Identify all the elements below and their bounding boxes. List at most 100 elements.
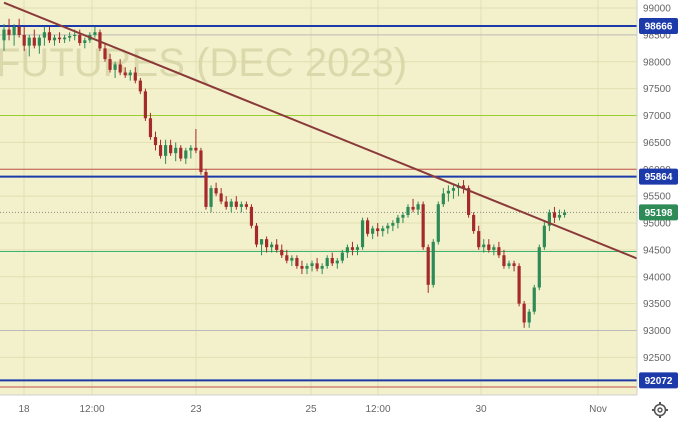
candle	[98, 29, 102, 52]
candle-body	[224, 201, 228, 207]
candle-body	[512, 263, 516, 267]
settings-icon[interactable]	[652, 402, 668, 418]
candle-body	[27, 37, 31, 46]
candle-body	[522, 303, 526, 323]
price-level-tag[interactable]: 95864	[639, 168, 678, 185]
time-tick-label: 12:00	[365, 404, 390, 415]
candle	[487, 239, 491, 253]
candle-body	[169, 145, 173, 154]
candle-body	[229, 201, 233, 207]
candle-body	[7, 29, 11, 35]
candle-body	[138, 80, 142, 92]
candle-body	[446, 190, 450, 194]
candle	[209, 185, 213, 213]
candle	[502, 249, 506, 269]
candle-body	[22, 34, 26, 46]
candle-body	[396, 217, 400, 224]
candle	[477, 225, 481, 250]
candle-body	[98, 32, 102, 49]
candle-body	[391, 223, 395, 226]
candle-body	[249, 206, 254, 226]
price-tick-label: 97500	[643, 84, 671, 95]
candle	[265, 236, 269, 253]
candle	[305, 263, 309, 275]
candle-body	[371, 228, 375, 234]
candle-body	[148, 118, 153, 138]
candle-body	[174, 147, 178, 154]
time-axis[interactable]	[0, 395, 637, 422]
candle	[108, 53, 112, 73]
candle-body	[305, 266, 309, 269]
price-level-tag[interactable]: 98666	[639, 18, 678, 35]
candle-body	[360, 220, 365, 248]
candle-body	[17, 26, 21, 35]
candle-body	[123, 72, 127, 76]
trendline[interactable]	[3, 1, 680, 285]
candle	[12, 24, 16, 46]
candle	[148, 112, 153, 140]
candle	[295, 255, 299, 269]
candle-body	[194, 147, 198, 151]
candle	[204, 169, 208, 210]
candle-body	[63, 37, 67, 40]
time-tick-label: 25	[305, 404, 317, 415]
candle	[189, 145, 193, 159]
candle	[2, 24, 6, 52]
candle-body	[275, 244, 279, 250]
candle-body	[355, 247, 360, 250]
price-level-tag-text: 92072	[645, 376, 673, 387]
candle	[57, 32, 62, 43]
candle	[103, 42, 107, 62]
candle	[158, 139, 163, 159]
candle	[164, 139, 168, 164]
price-level-tag[interactable]: 92072	[639, 372, 678, 389]
candle-body	[47, 32, 52, 41]
candle	[325, 255, 329, 269]
candle	[47, 26, 52, 43]
time-tick-label: 12:00	[79, 404, 104, 415]
candle-body	[128, 72, 132, 76]
time-tick-label: 30	[475, 404, 487, 415]
reference-lines	[0, 25, 637, 388]
price-tick-label: 94500	[643, 245, 671, 256]
candle-body	[482, 244, 486, 248]
candle	[285, 249, 289, 264]
candle-body	[68, 36, 72, 38]
time-tick-label: 23	[190, 404, 202, 415]
candle	[259, 239, 264, 256]
price-level-tags: 98666 95864 92072 95198	[639, 18, 678, 389]
candle-body	[234, 201, 238, 207]
candle-body	[158, 145, 163, 156]
price-level-tag-text: 95864	[645, 172, 673, 183]
candle-body	[214, 188, 218, 194]
candle-body	[93, 32, 97, 35]
candle	[254, 223, 259, 248]
candle	[472, 212, 476, 234]
candle	[310, 260, 314, 272]
candle	[224, 196, 228, 210]
price-tick-label: 95000	[643, 219, 671, 230]
candle	[547, 209, 551, 232]
candle-body	[477, 231, 481, 248]
candle	[542, 220, 546, 250]
candle-body	[335, 260, 339, 264]
candle	[169, 139, 173, 156]
candle	[118, 59, 122, 76]
candle-body	[441, 193, 445, 205]
candle-body	[113, 64, 117, 70]
candle-body	[381, 228, 385, 232]
last-price-tag-text: 95198	[645, 208, 673, 219]
candle-body	[411, 206, 415, 210]
candle	[184, 147, 188, 164]
candle-body	[401, 214, 405, 218]
candle-body	[83, 40, 87, 43]
candle	[527, 309, 531, 328]
candle-body	[118, 64, 122, 73]
candle	[360, 217, 365, 250]
last-price-tag[interactable]: 95198	[639, 204, 678, 221]
candle-body	[492, 247, 496, 250]
candle-body	[431, 241, 435, 285]
time-tick-label: 18	[18, 404, 30, 415]
candle	[244, 201, 248, 210]
